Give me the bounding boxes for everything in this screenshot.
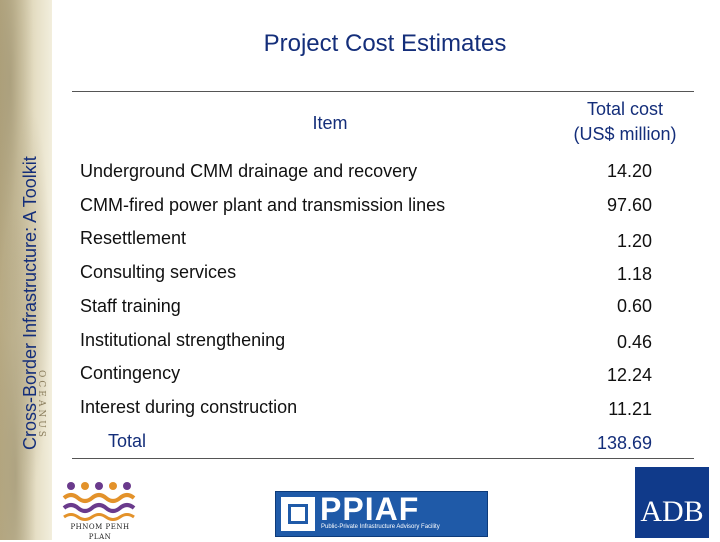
map-strip: OCEANUS bbox=[0, 0, 52, 540]
adb-wordmark: ADB bbox=[640, 495, 704, 528]
row-label: CMM-fired power plant and transmission l… bbox=[80, 195, 446, 215]
table-total-row: Total 138.69 bbox=[0, 431, 720, 465]
table-row: Underground CMM drainage and recovery 14… bbox=[0, 161, 720, 195]
ppiaf-emblem-icon bbox=[281, 497, 315, 531]
phnom-penh-plan-logo: PHNOM PENH PLAN bbox=[62, 478, 138, 541]
ppm-figures-icon bbox=[62, 482, 136, 521]
row-value: 0.46 bbox=[616, 332, 652, 352]
column-header-total-line1: Total cost bbox=[586, 99, 664, 119]
table-row: Contingency 12.24 bbox=[0, 363, 720, 397]
table-row: Staff training 0.60 bbox=[0, 296, 720, 330]
table-row: Interest during construction 11.21 bbox=[0, 397, 720, 431]
row-value: 97.60 bbox=[606, 195, 652, 215]
row-label: Underground CMM drainage and recovery bbox=[80, 161, 418, 181]
total-value: 138.69 bbox=[596, 433, 652, 453]
row-label: Resettlement bbox=[80, 228, 187, 248]
row-value: 11.21 bbox=[608, 399, 652, 419]
row-label: Consulting services bbox=[80, 262, 237, 282]
column-header-item: Item bbox=[312, 113, 348, 133]
row-label: Contingency bbox=[80, 363, 181, 383]
table-row: Institutional strengthening 0.46 bbox=[0, 330, 720, 364]
row-label: Interest during construction bbox=[80, 397, 298, 417]
row-value: 14.20 bbox=[606, 161, 652, 181]
map-texture bbox=[0, 0, 52, 540]
ppm-caption: PHNOM PENH PLAN bbox=[70, 523, 130, 541]
table-row: Consulting services 1.18 bbox=[0, 262, 720, 296]
row-value: 0.60 bbox=[616, 296, 652, 316]
column-header-total-line2: (US$ million) bbox=[573, 124, 677, 144]
adb-logo: ADB bbox=[635, 467, 709, 538]
row-value: 1.20 bbox=[616, 231, 652, 251]
ppiaf-logo: PPIAF Public-Private Infrastructure Advi… bbox=[275, 491, 488, 537]
ppiaf-subtitle: Public-Private Infrastructure Advisory F… bbox=[321, 524, 440, 530]
total-label: Total bbox=[108, 431, 147, 451]
table-bottom-rule bbox=[72, 458, 694, 459]
table-row: CMM-fired power plant and transmission l… bbox=[0, 195, 720, 229]
table-top-rule bbox=[72, 91, 694, 92]
row-value: 12.24 bbox=[606, 365, 652, 385]
row-value: 1.18 bbox=[616, 264, 652, 284]
row-label: Staff training bbox=[80, 296, 181, 316]
table-row: Resettlement 1.20 bbox=[0, 228, 720, 262]
column-header-total: Total cost (US$ million) bbox=[550, 97, 700, 147]
row-label: Institutional strengthening bbox=[80, 330, 286, 350]
map-label: OCEANUS bbox=[36, 370, 46, 440]
page-title: Project Cost Estimates bbox=[263, 30, 507, 57]
ppiaf-wordmark: PPIAF bbox=[320, 491, 420, 527]
